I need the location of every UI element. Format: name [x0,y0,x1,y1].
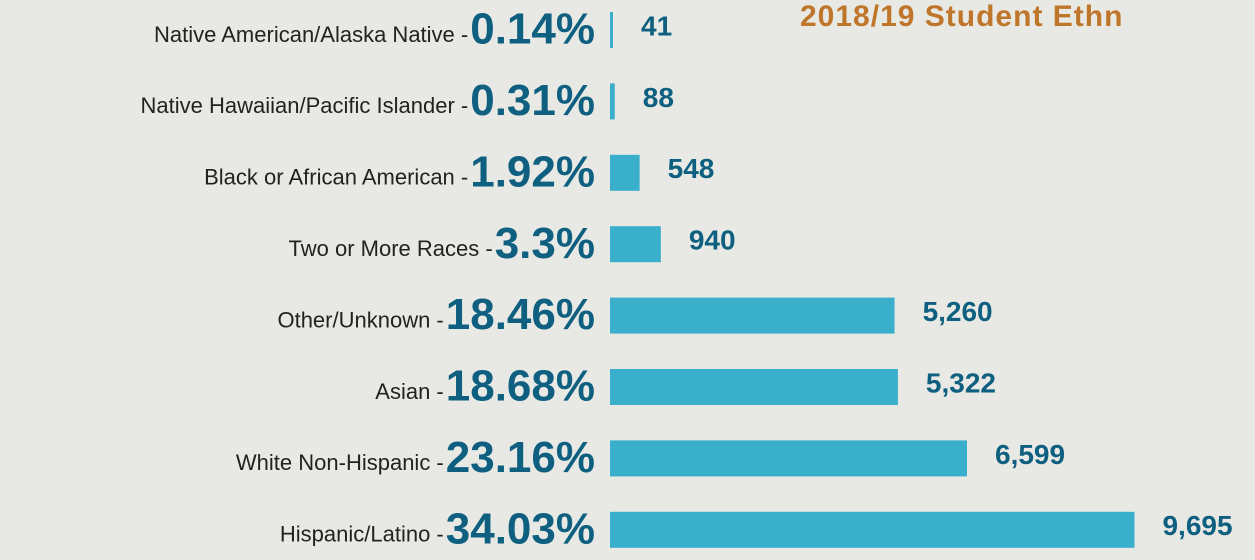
share-label: 0.31% [470,76,595,125]
category-label: Asian - [375,379,443,404]
share-label: 1.92% [470,147,595,196]
value-label: 6,599 [995,439,1065,470]
bar [610,297,895,334]
share-label: 18.46% [446,290,595,339]
value-label: 88 [643,82,674,113]
category-label: Hispanic/Latino - [280,522,444,547]
value-label: 41 [641,10,672,41]
bar [610,226,661,263]
value-label: 5,322 [926,367,996,398]
value-label: 548 [668,153,715,184]
chart-title: 2018/19 Student Ethn [800,0,1123,33]
bar [610,369,898,405]
share-label: 0.14% [470,5,595,54]
share-label: 34.03% [446,504,595,553]
bar [610,154,640,191]
share-label: 3.3% [495,219,595,268]
share-label: 18.68% [446,362,595,411]
category-label: Two or More Races - [289,236,493,261]
value-label: 940 [689,225,736,256]
category-label: Native Hawaiian/Pacific Islander - [141,93,469,118]
category-label: Black or African American - [204,165,468,190]
bar [610,511,1135,548]
category-label: Native American/Alaska Native - [154,22,468,47]
bar [610,440,968,477]
bar [610,12,613,48]
category-label: White Non-Hispanic - [236,450,444,475]
bar [610,83,615,120]
value-label: 5,260 [923,296,993,327]
category-label: Other/Unknown - [277,307,443,332]
share-label: 23.16% [446,433,595,482]
value-label: 9,695 [1162,510,1232,541]
